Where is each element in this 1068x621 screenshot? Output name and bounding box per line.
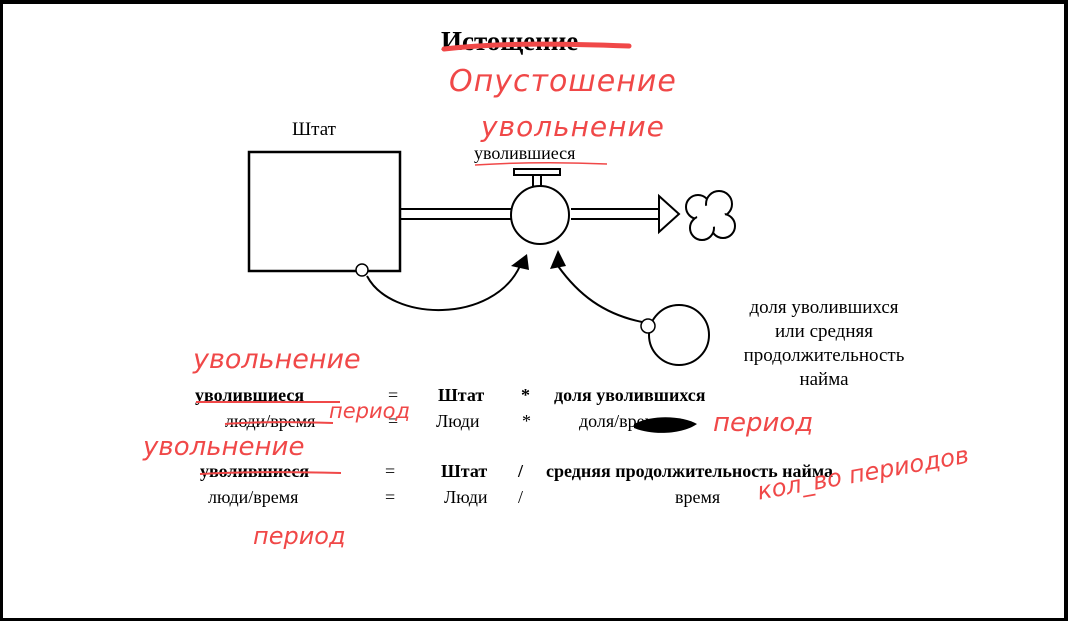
valve-circle <box>510 185 570 245</box>
title-strikethrough <box>441 41 632 52</box>
eq1-equals: = <box>388 385 399 405</box>
slide: Истощение Опустошение увольнение Штат ув… <box>3 4 1064 618</box>
aux-label-line-4: найма <box>799 369 849 390</box>
page-title: Истощение <box>441 26 579 56</box>
eq1-redaction <box>196 401 697 433</box>
aux-label-line-1: доля уволившихся <box>749 297 899 318</box>
eq2-operator: / <box>518 461 524 481</box>
handwritten-eq1-share-unit: период <box>713 408 814 438</box>
aux-connector-arrowhead <box>550 250 566 269</box>
aux-connector-origin <box>640 318 656 334</box>
handwritten-eq2-unit: период <box>253 522 346 550</box>
eq2-unit-duration: время <box>675 487 721 507</box>
flow-arrowhead <box>658 193 681 235</box>
handwritten-eq1-replacement: увольнение <box>193 344 361 375</box>
flow-label: уволившиеся <box>474 143 576 163</box>
handwritten-title-replacement-1: Опустошение <box>449 64 677 99</box>
valve-handle <box>513 168 561 176</box>
eq1-rate: доля уволившихся <box>554 385 706 405</box>
eq2-unit-operator: / <box>518 487 524 507</box>
eq1-lhs: уволившиеся <box>195 385 305 405</box>
eq2-equals: = <box>385 461 396 481</box>
aux-label-line-2: или средняя <box>775 321 873 342</box>
eq1-unit-operator: * <box>522 411 531 431</box>
handwritten-title-replacement-2: увольнение <box>481 110 665 143</box>
eq1-operator: * <box>521 385 530 405</box>
eq2-unit-lhs: люди/время <box>208 487 299 507</box>
stock-flow-diagram <box>247 150 736 366</box>
eq2-strikethrough <box>199 471 342 475</box>
cloud-sink-icon <box>685 190 736 241</box>
handwritten-eq1-unit: период <box>329 399 410 423</box>
stock-label: Штат <box>292 119 336 140</box>
stock-box <box>247 150 402 273</box>
eq1-unit-lhs: люди/время <box>225 411 316 431</box>
auxiliary-circle <box>648 304 710 366</box>
eq2-unit-equals: = <box>385 487 396 507</box>
eq1-unit-stock: Люди <box>436 411 480 431</box>
eq1-unit-equals: = <box>388 411 399 431</box>
eq2-lhs: уволившиеся <box>200 461 310 481</box>
stock-connector-arrowhead <box>511 254 529 270</box>
eq1-stock: Штат <box>438 385 485 405</box>
eq2-stock: Штат <box>441 461 488 481</box>
stock-connector-origin <box>355 263 369 277</box>
aux-connector <box>557 265 643 323</box>
stock-connector <box>366 265 521 312</box>
auxiliary-label: доля уволившихся или средняя продолжител… <box>719 296 929 392</box>
flow-label-underline <box>474 161 608 166</box>
eq2-duration: средняя продолжительность найма <box>546 461 834 481</box>
handwritten-eq2-replacement: увольнение <box>143 432 305 462</box>
eq2-unit-stock: Люди <box>444 487 488 507</box>
aux-label-line-3: продолжительность <box>743 345 905 366</box>
